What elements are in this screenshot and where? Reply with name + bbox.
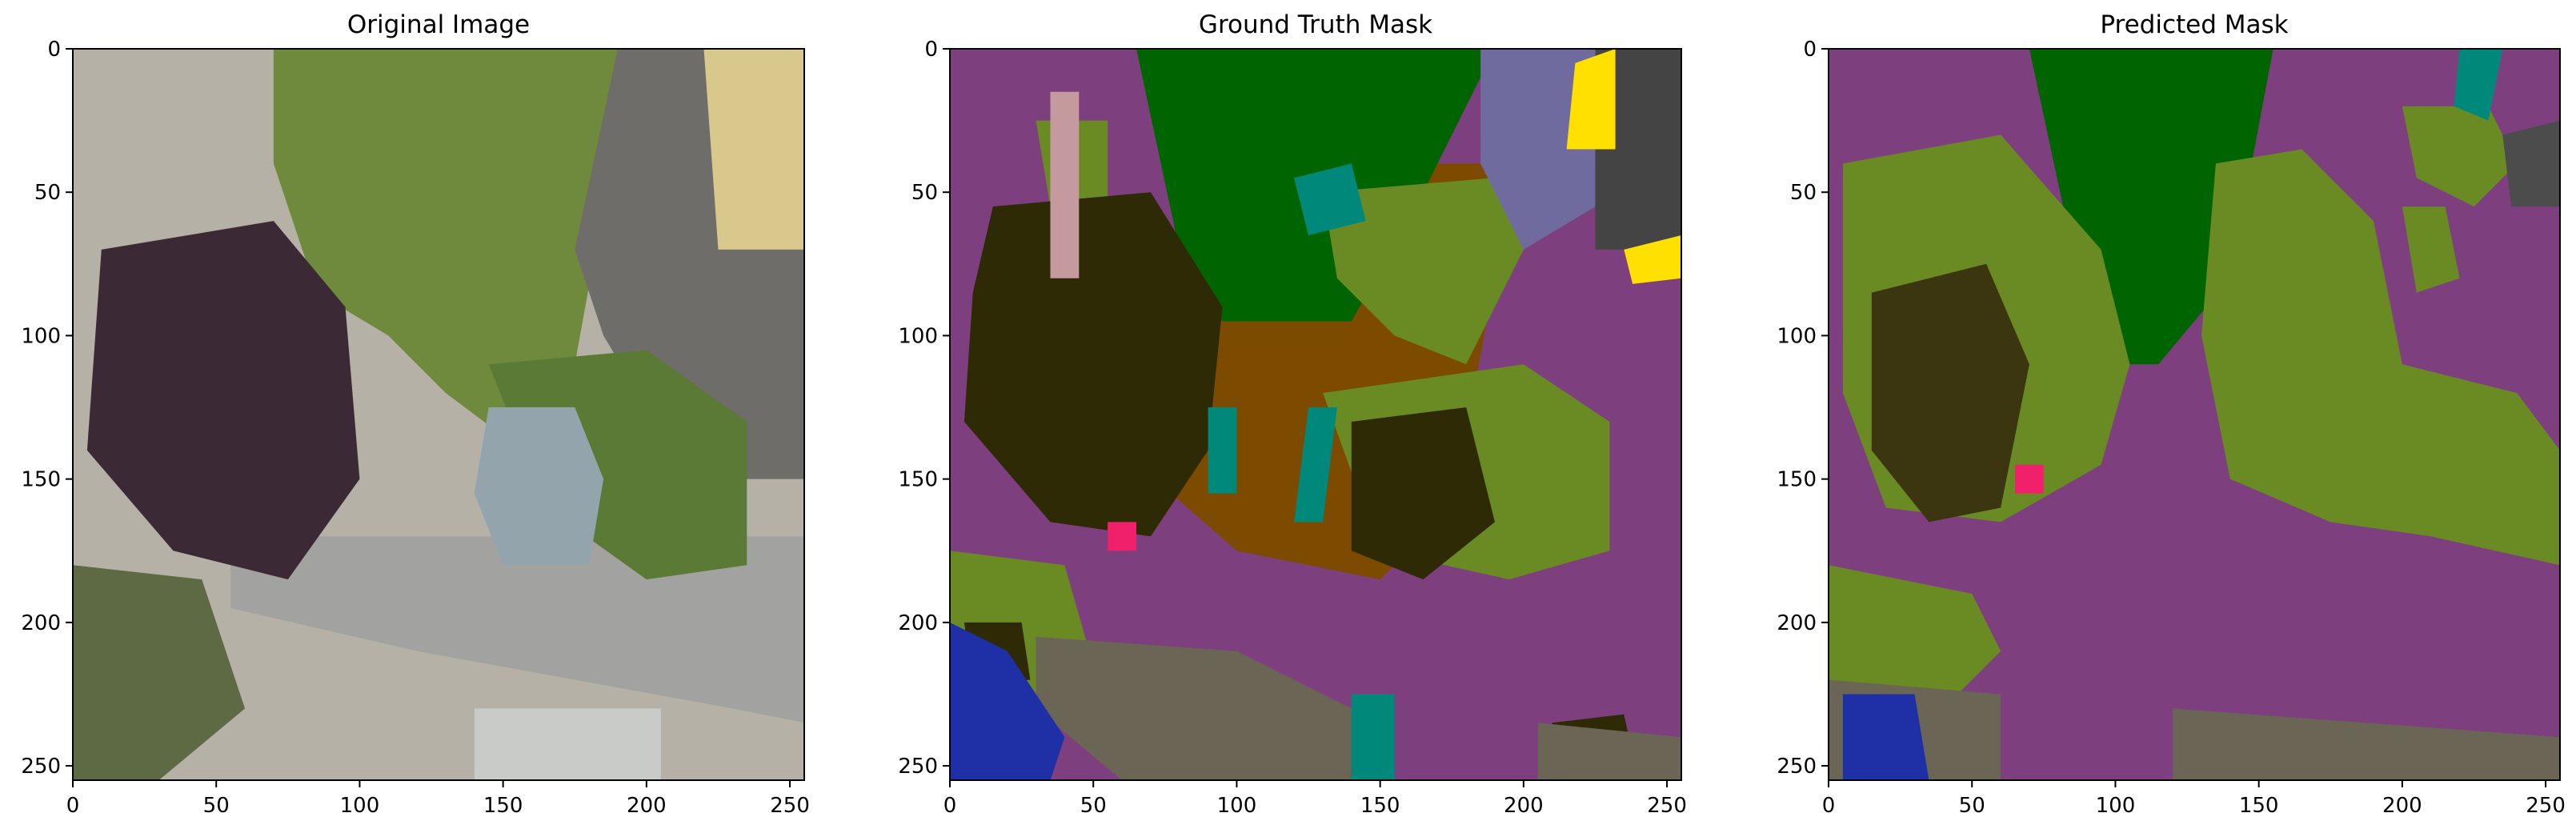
y-tick-label: 50 [34, 181, 61, 205]
region-teal-b [1208, 407, 1237, 494]
region-pink [1108, 522, 1136, 551]
region-house-yellow [703, 49, 804, 250]
region-tree [963, 192, 1223, 537]
chart-title: Ground Truth Mask [1199, 10, 1432, 39]
region-teal-d [1294, 163, 1366, 235]
x-tick-label: 50 [1080, 794, 1107, 818]
region-garden-left [73, 565, 246, 780]
region-veg-right [2201, 149, 2560, 566]
x-tick-label: 100 [340, 794, 380, 818]
y-tick-label: 50 [1790, 181, 1817, 205]
region-teal-a [1294, 407, 1337, 523]
x-tick-label: 150 [483, 794, 523, 818]
region-veg-small [2402, 206, 2460, 293]
region-yellow-b [1624, 235, 1681, 284]
axes-frame [1828, 48, 2561, 781]
region-gravel-b [2173, 708, 2560, 780]
x-tick-label: 50 [203, 794, 230, 818]
y-tick-label: 100 [898, 324, 938, 348]
x-tick-label: 100 [2096, 794, 2136, 818]
y-tick-label: 0 [47, 38, 61, 62]
region-road [230, 536, 804, 723]
y-tick-label: 250 [898, 755, 938, 779]
chart-title: Original Image [347, 10, 530, 39]
region-tree-speckle [1871, 263, 2029, 523]
x-tick-label: 250 [770, 794, 810, 818]
y-tick-label: 200 [1777, 611, 1817, 635]
x-tick-label: 200 [1504, 794, 1544, 818]
y-tick-label: 100 [1777, 324, 1817, 348]
region-roof-b [1480, 49, 1596, 250]
y-tick-label: 250 [1777, 755, 1817, 779]
region-veg-bottom [1829, 565, 2001, 709]
y-tick-label: 200 [898, 611, 938, 635]
region-gravel [1036, 636, 1352, 780]
chart-title: Predicted Mask [2100, 10, 2288, 39]
y-tick-label: 150 [898, 468, 938, 492]
region-water [1842, 694, 1929, 780]
y-tick-label: 100 [21, 324, 61, 348]
region-teal-c [1351, 694, 1395, 780]
region-gravel-b [1537, 723, 1681, 780]
y-tick-label: 250 [21, 755, 61, 779]
x-tick-label: 150 [2239, 794, 2279, 818]
image-area [950, 49, 1681, 780]
region-yellow [1566, 49, 1616, 150]
x-tick-label: 0 [66, 794, 80, 818]
y-tick-label: 50 [911, 181, 938, 205]
region-vegetation-c [1323, 178, 1524, 365]
x-tick-label: 0 [943, 794, 957, 818]
region-pink [2015, 464, 2044, 494]
image-area [1829, 49, 2560, 780]
x-tick-label: 200 [627, 794, 667, 818]
y-tick-label: 0 [1803, 38, 1817, 62]
x-tick-label: 250 [2526, 794, 2566, 818]
y-tick-label: 200 [21, 611, 61, 635]
axes-frame [72, 48, 805, 781]
region-blue-shrub [474, 407, 604, 566]
region-veg-right-b [2402, 106, 2518, 207]
y-tick-label: 0 [924, 38, 938, 62]
region-water [950, 622, 1065, 780]
region-dark-tree [86, 221, 360, 580]
y-tick-label: 150 [21, 468, 61, 492]
x-tick-label: 250 [1647, 794, 1687, 818]
y-tick-label: 150 [1777, 468, 1817, 492]
x-tick-label: 150 [1360, 794, 1400, 818]
axes-frame [949, 48, 1682, 781]
x-tick-label: 200 [2382, 794, 2422, 818]
image-area [73, 49, 804, 780]
region-dark-roof [2502, 120, 2560, 207]
region-tree-b [1351, 407, 1495, 580]
region-lawn [273, 49, 632, 436]
region-building-roof [474, 708, 661, 780]
region-teal [2454, 49, 2503, 121]
x-tick-label: 50 [1959, 794, 1985, 818]
x-tick-label: 0 [1822, 794, 1836, 818]
region-mauve [1050, 91, 1080, 278]
x-tick-label: 100 [1217, 794, 1257, 818]
region-roof [1595, 49, 1681, 250]
